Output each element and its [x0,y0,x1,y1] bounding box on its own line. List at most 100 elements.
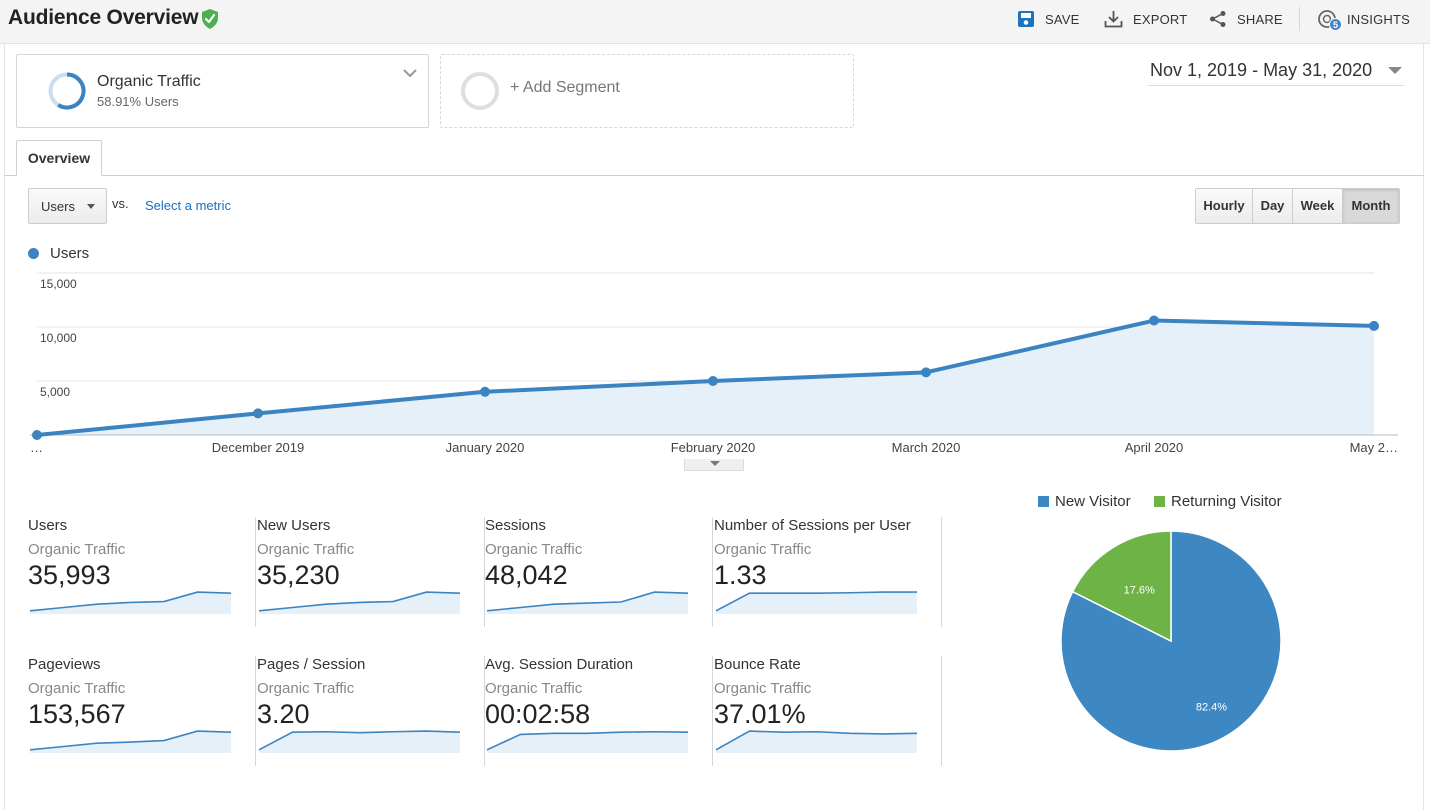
scorecard-pageviews[interactable]: Pageviews Organic Traffic 153,567 [28,656,256,766]
granularity-month[interactable]: Month [1343,189,1399,223]
segment-name: Organic Traffic [97,73,201,90]
verified-shield-icon [202,9,218,29]
x-tick-label: January 2020 [446,440,525,455]
sparkline [715,730,918,753]
save-button[interactable]: SAVE [1017,0,1080,38]
legend-swatch [1038,496,1049,507]
scorecard-segment: Organic Traffic [257,680,355,697]
sparkline-area [716,592,917,614]
share-label: SHARE [1237,11,1283,27]
users-legend-label: Users [50,245,90,262]
scorecard-segment: Organic Traffic [28,541,126,558]
visitor-type-pie-chart: 82.4% 17.6% [1060,530,1282,752]
y-tick-label: 5,000 [40,385,70,399]
sparkline-line [258,591,461,612]
metric-select-value: Users [41,199,75,214]
scorecard-bounce-rate[interactable]: Bounce Rate Organic Traffic 37.01% [714,656,942,766]
tab-divider [4,175,1424,176]
chart-collapse-toggle[interactable] [684,459,744,471]
scorecard-value: 35,230 [257,560,340,590]
add-segment-label: + Add Segment [510,79,620,96]
scorecard-title: Bounce Rate [714,656,801,673]
x-tick-label: February 2020 [671,440,756,455]
segment-ring-icon [48,72,86,110]
sparkline-area [487,731,688,753]
scorecard-value: 35,993 [28,560,111,590]
pie-slice-returning-visitor[interactable] [1071,530,1172,643]
x-tick-label: May 2… [1350,440,1398,455]
data-point[interactable] [921,367,931,378]
sparkline-line [486,591,689,612]
data-point[interactable] [1149,315,1159,326]
scorecard-segment: Organic Traffic [28,680,126,697]
data-point[interactable] [253,408,263,419]
pie-slice-label: 17.6% [1124,585,1155,597]
scorecard-title: Pages / Session [257,656,366,673]
date-range-picker[interactable]: Nov 1, 2019 - May 31, 2020 [1148,56,1404,86]
sparkline-line [486,730,689,751]
scorecard-avg-session-duration[interactable]: Avg. Session Duration Organic Traffic 00:0… [485,656,713,766]
legend-label: New Visitor [1055,493,1131,510]
save-icon [1018,11,1034,27]
metric-select[interactable]: Users [28,188,107,224]
scorecard-value: 1.33 [714,560,767,590]
share-button[interactable]: SHARE [1209,0,1283,38]
export-button[interactable]: EXPORT [1104,0,1187,38]
add-segment-button[interactable]: + Add Segment [440,54,854,128]
sparkline-line [258,730,461,751]
scorecard-sessions[interactable]: Sessions Organic Traffic 48,042 [485,517,713,627]
scorecard-title: New Users [257,517,331,534]
segment-organic-traffic[interactable]: Organic Traffic 58.91% Users [16,54,429,128]
pie-slice-label: 82.4% [1196,702,1227,714]
x-tick-label: … [30,440,43,455]
legend-new-visitor: New Visitor [1038,493,1131,510]
vs-label: vs. [112,196,129,211]
scorecard-number-of-sessions-per-user[interactable]: Number of Sessions per User Organic Traff… [714,517,942,627]
toolbar-divider [1299,7,1300,31]
data-point[interactable] [32,430,42,440]
scorecard-segment: Organic Traffic [485,541,583,558]
granularity-day[interactable]: Day [1253,189,1293,223]
x-tick-label: March 2020 [892,440,961,455]
sparkline-line [715,730,918,751]
series-area [37,320,1374,435]
scorecard-new-users[interactable]: New Users Organic Traffic 35,230 [257,517,485,627]
granularity-hourly[interactable]: Hourly [1196,189,1253,223]
users-line-chart: 15,000 10,000 5,000 … December 2019 January 2… [30,272,1398,455]
sparkline-line [29,591,232,612]
scorecard-title: Pageviews [28,656,101,673]
granularity-toggle: Hourly Day Week Month [1195,188,1400,224]
sparkline [29,591,232,614]
sparkline-area [259,731,460,753]
chevron-down-icon[interactable] [402,67,418,79]
scorecard-segment: Organic Traffic [714,680,812,697]
export-label: EXPORT [1133,11,1188,27]
scorecard-pages-session[interactable]: Pages / Session Organic Traffic 3.20 [257,656,485,766]
data-point[interactable] [708,376,718,386]
granularity-week[interactable]: Week [1293,189,1343,223]
y-tick-label: 15,000 [40,277,77,291]
top-bar: Audience Overview SAVE EXPORT [0,0,1430,44]
scorecard-title: Number of Sessions per User [714,517,911,534]
data-point[interactable] [1369,320,1379,331]
caret-down-icon [1388,67,1402,74]
share-icon [1210,11,1226,27]
x-tick-label: April 2020 [1125,440,1184,455]
select-metric-link[interactable]: Select a metric [145,198,231,213]
y-tick-label: 10,000 [40,331,77,345]
sparkline-area [716,731,917,753]
scorecard-value: 153,567 [28,699,126,729]
sparkline [486,591,689,614]
scorecard-value: 37.01% [714,699,806,729]
scorecard-segment: Organic Traffic [257,541,355,558]
data-point[interactable] [480,386,490,397]
scorecard-users[interactable]: Users Organic Traffic 35,993 [28,517,256,627]
x-tick-label: December 2019 [212,440,305,455]
insights-count-badge: 5 [1329,18,1342,31]
sparkline [258,591,461,614]
date-range-text: Nov 1, 2019 - May 31, 2020 [1150,60,1373,80]
tab-overview[interactable]: Overview [16,140,102,176]
legend-swatch [1154,496,1165,507]
sparkline-line [29,730,232,751]
